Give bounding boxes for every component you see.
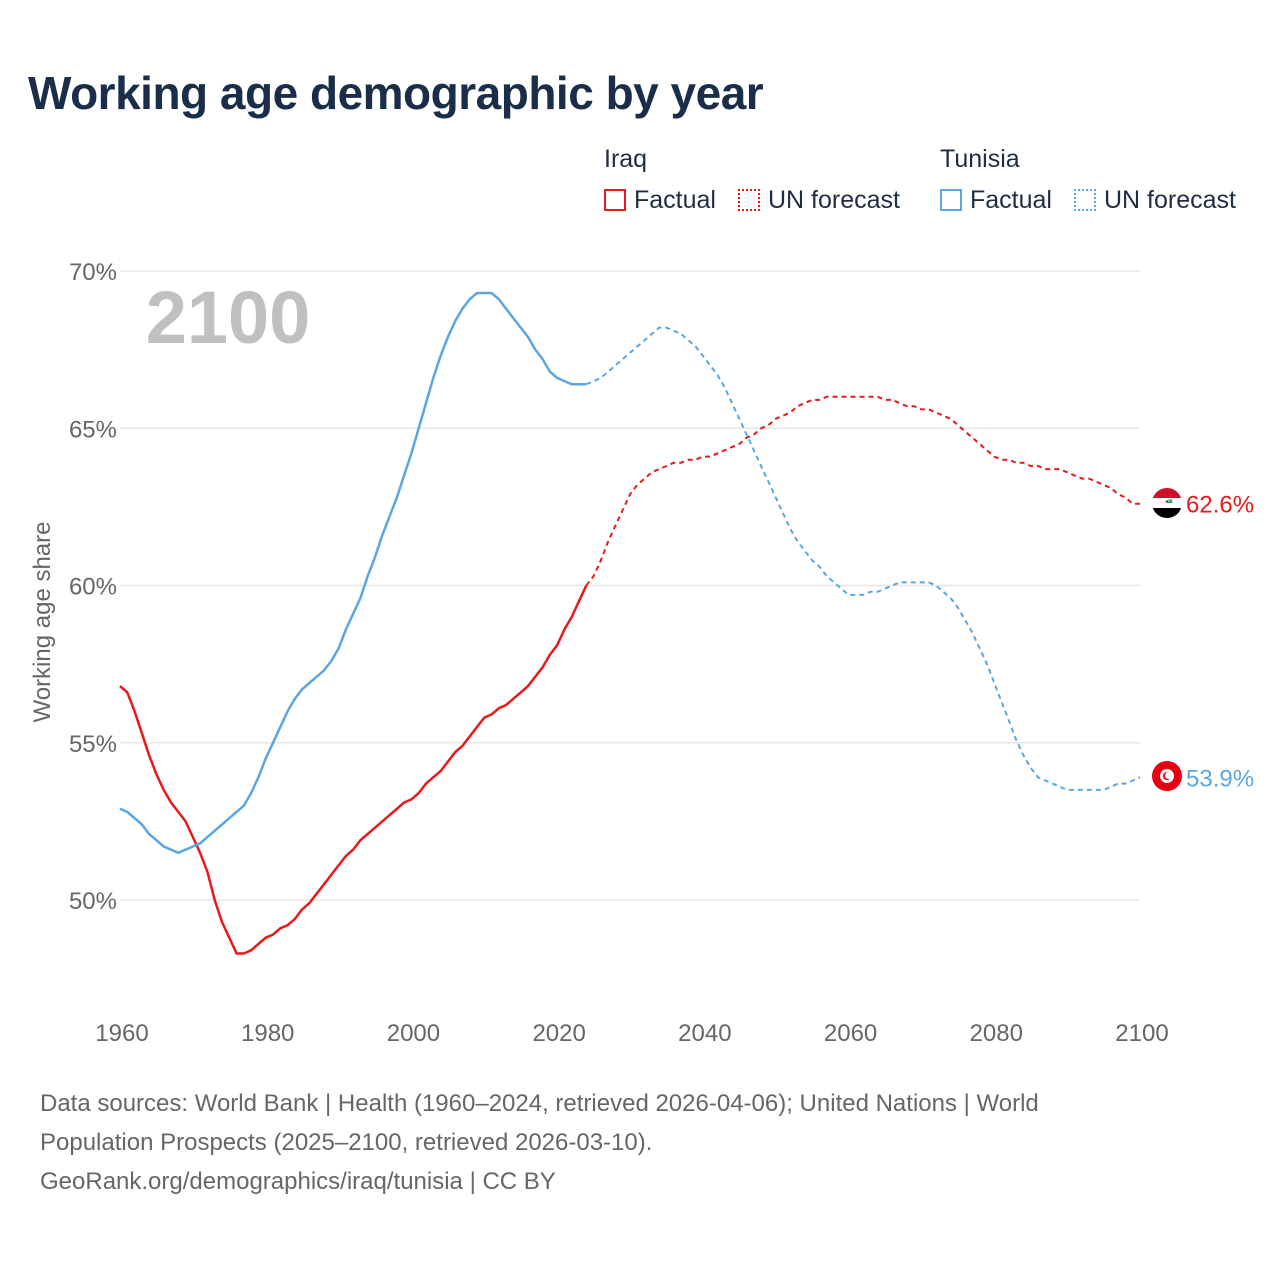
legend-iraq-factual[interactable]: Factual: [604, 186, 716, 214]
y-tick-label: 50%: [69, 888, 117, 915]
legend-iraq-forecast-label: UN forecast: [768, 185, 900, 214]
legend-iraq-factual-label: Factual: [634, 185, 716, 214]
year-watermark: 2100: [146, 276, 311, 359]
y-axis-title: Working age share: [29, 522, 56, 723]
y-tick-label: 55%: [69, 731, 117, 758]
legend-tunisia-factual-label: Factual: [970, 185, 1052, 214]
end-labels: 62.6% 53.9%: [1186, 492, 1254, 793]
x-tick-label: 2080: [970, 1020, 1023, 1047]
iraq-end-label: 62.6%: [1186, 492, 1254, 519]
y-tick-label: 60%: [69, 574, 117, 601]
legend-iraq-forecast-swatch: [738, 189, 760, 211]
footer-attribution[interactable]: GeoRank.org/demographics/iraq/tunisia | …: [40, 1168, 556, 1195]
gridlines: [120, 270, 1140, 901]
legend-tunisia-forecast-swatch: [1074, 189, 1096, 211]
y-tick-label: 65%: [69, 416, 117, 443]
tunisia-forecast-line: [585, 326, 1141, 791]
legend-iraq-factual-swatch: [604, 189, 626, 211]
iraq-factual-line: [119, 584, 588, 955]
legend-tunisia-factual[interactable]: Factual: [940, 186, 1052, 214]
x-tick-label: 1960: [95, 1020, 148, 1047]
tunisia-flag-icon: [1152, 761, 1182, 791]
x-tick-label: 2060: [824, 1020, 877, 1047]
iraq-flag-icon: ﷲ: [1152, 488, 1182, 518]
footer-sources-line1: Data sources: World Bank | Health (1960–…: [40, 1090, 1039, 1117]
line-chart: 50% 55% 60% 65% 70% 1960 1980 2000 2020 2040 2060 2…: [29, 259, 1254, 1047]
x-tick-label: 2000: [387, 1020, 440, 1047]
legend-group-tunisia: Tunisia: [940, 145, 1020, 173]
x-tick-label: 2020: [532, 1020, 585, 1047]
axis-labels: 50% 55% 60% 65% 70% 1960 1980 2000 2020 2040 2060 2…: [69, 259, 1169, 1047]
tunisia-factual-line: [119, 291, 587, 855]
series-lines: [119, 291, 1141, 955]
x-tick-label: 2100: [1115, 1020, 1168, 1047]
y-tick-label: 70%: [69, 259, 117, 286]
legend-group-iraq: Iraq: [604, 145, 648, 173]
legend-tunisia-factual-swatch: [940, 189, 962, 211]
tunisia-end-label: 53.9%: [1186, 765, 1254, 792]
legend-iraq-forecast[interactable]: UN forecast: [738, 186, 900, 214]
legend-tunisia-forecast-label: UN forecast: [1104, 185, 1236, 214]
legend-tunisia-forecast[interactable]: UN forecast: [1074, 186, 1236, 214]
footer-sources-line2: Population Prospects (2025–2100, retriev…: [40, 1129, 653, 1156]
iraq-forecast-line: [585, 395, 1140, 587]
x-tick-label: 1980: [241, 1020, 294, 1047]
x-tick-label: 2040: [678, 1020, 731, 1047]
chart-title: Working age demographic by year: [28, 67, 764, 119]
